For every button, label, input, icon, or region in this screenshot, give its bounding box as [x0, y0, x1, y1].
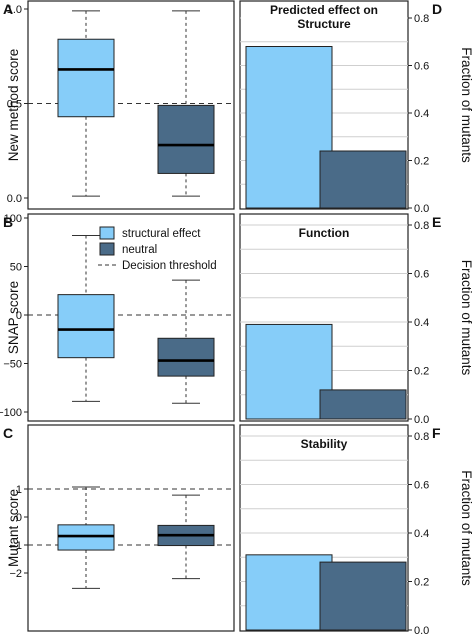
y-tick-label: 0.0 — [414, 414, 429, 426]
y-tick-label: 0.5 — [7, 99, 22, 111]
y-tick-label: 0.0 — [7, 193, 22, 205]
y-tick-label: 0.4 — [414, 528, 429, 540]
title-backdrop — [241, 2, 407, 32]
panel-title: Function — [299, 226, 350, 240]
panel-frame — [27, 213, 235, 422]
panel-letter-E: E — [432, 214, 441, 230]
y-tick-label: −2 — [9, 568, 22, 580]
y-tick-label: 0.0 — [414, 203, 429, 215]
y-axis-label-right: Fraction of mutants — [459, 260, 474, 376]
panel-letter-C: C — [3, 425, 13, 441]
y-tick-label: 0.2 — [414, 156, 429, 168]
y-axis-label: New method score — [6, 49, 21, 162]
box-structural — [57, 38, 115, 118]
panel-letter-A: A — [3, 1, 13, 17]
y-tick-label: 100 — [4, 213, 22, 225]
box-panel-A: 0.0 0.5 1.0A New method score — [3, 0, 235, 210]
y-tick-label: 0.4 — [414, 108, 429, 120]
y-tick-label: 0.6 — [414, 61, 429, 73]
y-axis-label-right: Fraction of mutants — [459, 470, 474, 586]
y-axis-label: Mutant score — [6, 489, 21, 567]
box-panel-C: −2 −1 0 1 C Mutant score — [3, 424, 235, 632]
bar-structural — [245, 46, 333, 209]
y-tick-label: 0 — [16, 310, 22, 322]
y-tick-label: −1 — [9, 540, 22, 552]
legend-label-structural: structural effect — [122, 228, 201, 240]
bar-neutral — [319, 150, 407, 209]
y-tick-label: 0.0 — [414, 625, 429, 635]
y-axis-label: SNAP score — [6, 281, 21, 354]
panel-title-line-2: Structure — [297, 17, 351, 31]
y-tick-label: 0.6 — [414, 480, 429, 492]
panel-letter-D: D — [432, 1, 442, 17]
bar-structural — [245, 554, 333, 631]
y-tick-label: 1 — [16, 484, 22, 496]
y-tick-label: −50 — [3, 359, 22, 371]
y-tick-label: 50 — [10, 262, 22, 274]
bar-panel-E: 0.0 0.2 0.4 0.6 0.8 Function E Fraction of muta… — [239, 213, 474, 426]
y-tick-label: −100 — [0, 407, 22, 419]
y-tick-label: 0.8 — [414, 220, 429, 232]
legend-label-neutral: neutral — [122, 244, 157, 256]
legend-label-threshold: Decision threshold — [122, 260, 217, 272]
y-tick-label: 1.0 — [7, 4, 22, 16]
legend: structural effect neutral Decision thresho… — [98, 226, 217, 272]
bar-neutral — [319, 561, 407, 631]
panel-letter-F: F — [432, 425, 441, 441]
y-axis-label-right: Fraction of mutants — [459, 47, 474, 163]
panel-title-line-1: Predicted effect on — [270, 3, 378, 17]
bar-panel-F: 0.0 0.2 0.4 0.6 0.8 Stability F Fraction of mut… — [239, 424, 474, 637]
y-tick-label: 0.8 — [414, 13, 429, 25]
box-neutral — [157, 104, 215, 174]
y-tick-label: 0.2 — [414, 366, 429, 378]
bar-structural — [245, 323, 333, 420]
legend-swatch-structural — [99, 226, 115, 240]
panel-title: Stability — [301, 437, 348, 451]
box-structural — [57, 524, 115, 551]
box-neutral — [157, 337, 215, 377]
box-structural — [57, 294, 115, 359]
y-tick-label: 0 — [16, 512, 22, 524]
y-tick-label: 0.8 — [414, 431, 429, 443]
legend-swatch-neutral — [99, 242, 115, 256]
panel-frame — [27, 424, 235, 632]
y-tick-label: 0.2 — [414, 577, 429, 589]
bar-panel-D: 0.0 0.2 0.4 0.6 0.8 Predicted effect onStruct… — [239, 0, 474, 215]
panel-letter-B: B — [3, 214, 13, 230]
y-tick-label: 0.6 — [414, 269, 429, 281]
bar-neutral — [319, 389, 407, 420]
panel-frame — [27, 0, 235, 210]
y-tick-label: 0.4 — [414, 317, 429, 329]
